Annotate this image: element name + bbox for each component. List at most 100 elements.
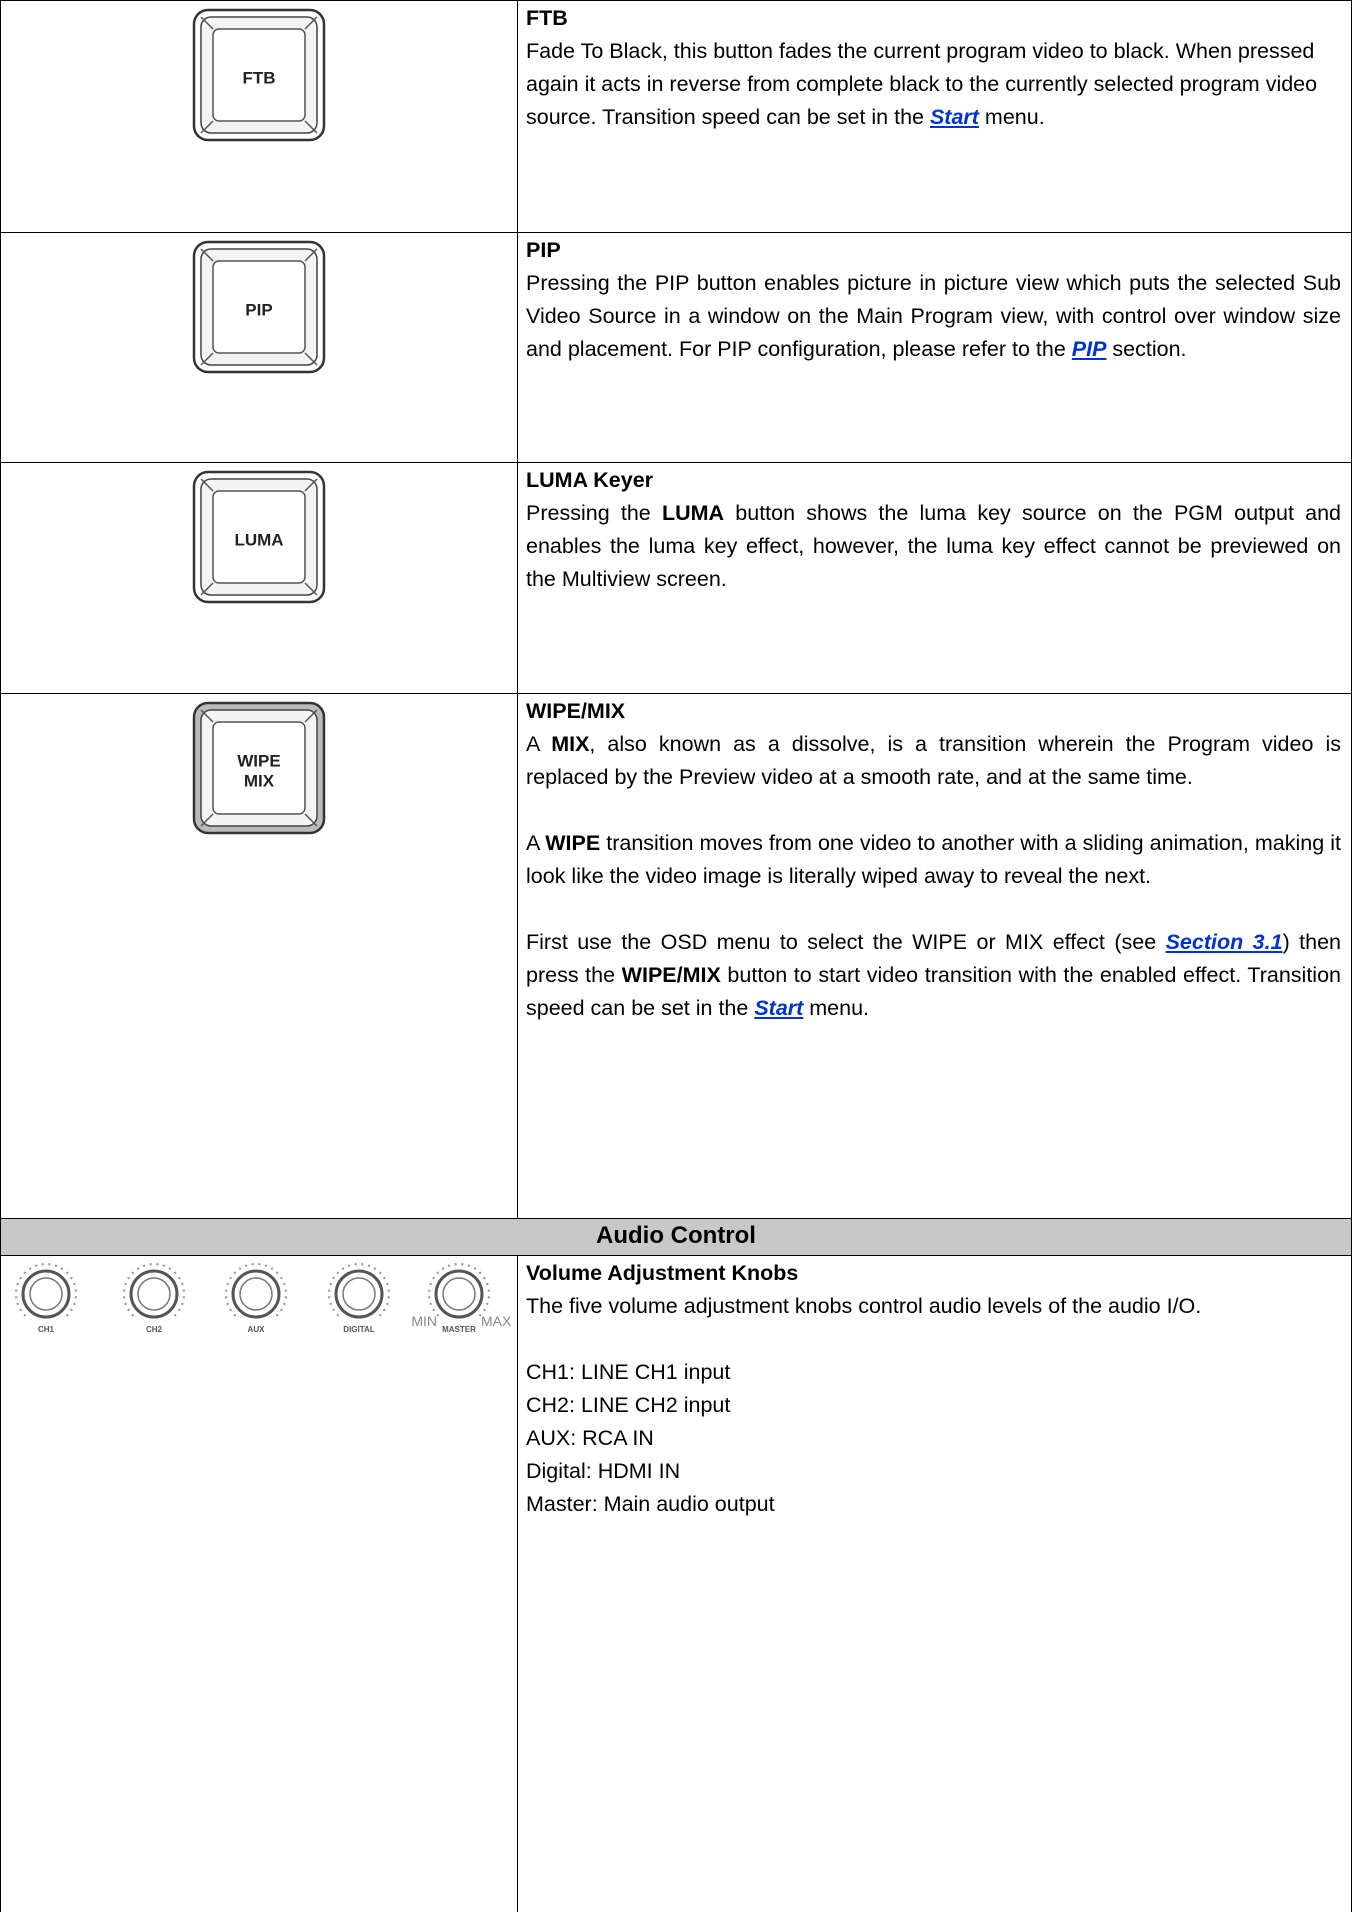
text: The five volume adjustment knobs control… bbox=[526, 1294, 1202, 1318]
knob-dot bbox=[142, 1264, 146, 1267]
audio-row: CH1 CH2 AUX DIGITAL MASTER MIN MAX Volume Adjus… bbox=[0, 1255, 1352, 1912]
knob-dot bbox=[182, 1289, 186, 1292]
knob-dot bbox=[124, 1282, 127, 1286]
knob-dot bbox=[131, 1271, 134, 1274]
knob-dot bbox=[429, 1302, 432, 1306]
knob-dot bbox=[34, 1264, 38, 1267]
knob-dot bbox=[233, 1271, 236, 1274]
bold-text: WIPE bbox=[545, 831, 601, 855]
paragraph: The five volume adjustment knobs control… bbox=[526, 1290, 1341, 1323]
knob-dot bbox=[329, 1302, 332, 1306]
image-cell: CH1 CH2 AUX DIGITAL MASTER MIN MAX bbox=[0, 1255, 518, 1912]
link[interactable]: PIP bbox=[1071, 337, 1107, 361]
knob-dot bbox=[41, 1262, 44, 1266]
knob-dot bbox=[226, 1302, 229, 1306]
knob-dot bbox=[16, 1282, 19, 1286]
knob-dot bbox=[483, 1276, 486, 1280]
row-title: LUMA Keyer bbox=[526, 468, 654, 492]
button-label: FTB bbox=[242, 68, 275, 87]
knob-dot bbox=[136, 1267, 140, 1270]
knob-dot bbox=[127, 1308, 130, 1312]
knob-dot bbox=[436, 1271, 439, 1274]
bevel-line bbox=[200, 478, 214, 492]
row-title: FTB bbox=[526, 6, 568, 30]
bevel-line bbox=[200, 248, 214, 262]
knob-label: AUX bbox=[248, 1325, 266, 1334]
knob-dot bbox=[341, 1267, 345, 1270]
knob-dot bbox=[332, 1308, 335, 1312]
paragraph: A WIPE transition moves from one video t… bbox=[526, 827, 1341, 893]
knob-dot bbox=[327, 1289, 331, 1292]
row-title: Volume Adjustment Knobs bbox=[526, 1261, 799, 1285]
section-header: Audio Control bbox=[0, 1218, 1352, 1256]
knob-dot bbox=[66, 1314, 69, 1317]
knob-dot bbox=[149, 1262, 152, 1266]
list-line: Master: Main audio output bbox=[526, 1492, 775, 1516]
text: ) then press the bbox=[526, 930, 1342, 987]
row-title: WIPE/MIX bbox=[526, 699, 626, 723]
knob-dot bbox=[14, 1289, 18, 1292]
knob-dot bbox=[487, 1289, 491, 1292]
knob-dot bbox=[327, 1296, 331, 1299]
paragraph: Fade To Black, this button fades the cur… bbox=[526, 35, 1341, 134]
knob-dot bbox=[486, 1282, 489, 1286]
knob-dot bbox=[127, 1276, 130, 1280]
knob-dot bbox=[19, 1276, 22, 1280]
text: A bbox=[526, 831, 546, 855]
bevel-line bbox=[304, 478, 318, 492]
link[interactable]: Start bbox=[754, 996, 804, 1020]
button-face bbox=[212, 721, 306, 815]
bevel-line bbox=[200, 582, 214, 596]
knob-dot bbox=[124, 1302, 127, 1306]
knob-dot bbox=[19, 1308, 22, 1312]
list-line: AUX: RCA IN bbox=[526, 1426, 654, 1450]
knob-cap bbox=[29, 1277, 63, 1311]
feature-row: PIP PIP Pressing the PIP button enables pi… bbox=[0, 232, 1352, 463]
knob-dot bbox=[131, 1314, 134, 1317]
section-row: Audio Control bbox=[0, 1218, 1352, 1256]
link[interactable]: Start bbox=[929, 105, 979, 129]
paragraph: Pressing the LUMA button shows the luma … bbox=[526, 497, 1341, 596]
list-line: CH2: LINE CH2 input bbox=[526, 1393, 731, 1417]
knob-dot bbox=[427, 1296, 431, 1299]
knob-label: CH1 bbox=[38, 1325, 55, 1334]
knob-dot bbox=[379, 1314, 382, 1317]
knob-dot bbox=[23, 1271, 26, 1274]
button-label: MIX bbox=[244, 771, 275, 790]
knob-dot bbox=[283, 1302, 286, 1306]
knob-dot bbox=[178, 1308, 181, 1312]
knob-dot bbox=[181, 1302, 184, 1306]
text-cell: FTB Fade To Black, this button fades the … bbox=[517, 0, 1352, 233]
bevel-line bbox=[304, 813, 318, 827]
knob-dot bbox=[336, 1314, 339, 1317]
knob-dot bbox=[487, 1296, 491, 1299]
list-line: Digital: HDMI IN bbox=[526, 1459, 681, 1483]
image-cell: LUMA bbox=[0, 462, 518, 694]
knob-dot bbox=[70, 1308, 73, 1312]
image-cell: WIPE MIX bbox=[0, 693, 518, 1219]
text: A bbox=[526, 732, 552, 756]
knob-dot bbox=[14, 1296, 18, 1299]
feature-row: FTB FTB Fade To Black, this button fades t… bbox=[0, 0, 1352, 233]
knob-dot bbox=[432, 1276, 435, 1280]
knob-dot bbox=[60, 1267, 64, 1270]
knob-dot bbox=[73, 1282, 76, 1286]
text-cell: PIP Pressing the PIP button enables pictu… bbox=[517, 232, 1352, 463]
knob-dot bbox=[280, 1308, 283, 1312]
knob-dot bbox=[226, 1282, 229, 1286]
knob-dot bbox=[332, 1276, 335, 1280]
text: button shows the luma key source on the … bbox=[526, 501, 1342, 591]
button-face bbox=[212, 260, 306, 354]
button-label: LUMA bbox=[234, 530, 283, 549]
button-image: PIP bbox=[192, 240, 326, 374]
image-cell: FTB bbox=[0, 0, 518, 233]
knob-dot bbox=[122, 1296, 126, 1299]
link[interactable]: Section 3.1 bbox=[1165, 930, 1283, 954]
bevel-line bbox=[304, 120, 318, 134]
text: First use the OSD menu to select the WIP… bbox=[526, 930, 1166, 954]
knob-dot bbox=[16, 1302, 19, 1306]
paragraph: Pressing the PIP button enables picture … bbox=[526, 267, 1341, 366]
knob-dot bbox=[387, 1296, 391, 1299]
bold-text: LUMA bbox=[661, 501, 725, 525]
